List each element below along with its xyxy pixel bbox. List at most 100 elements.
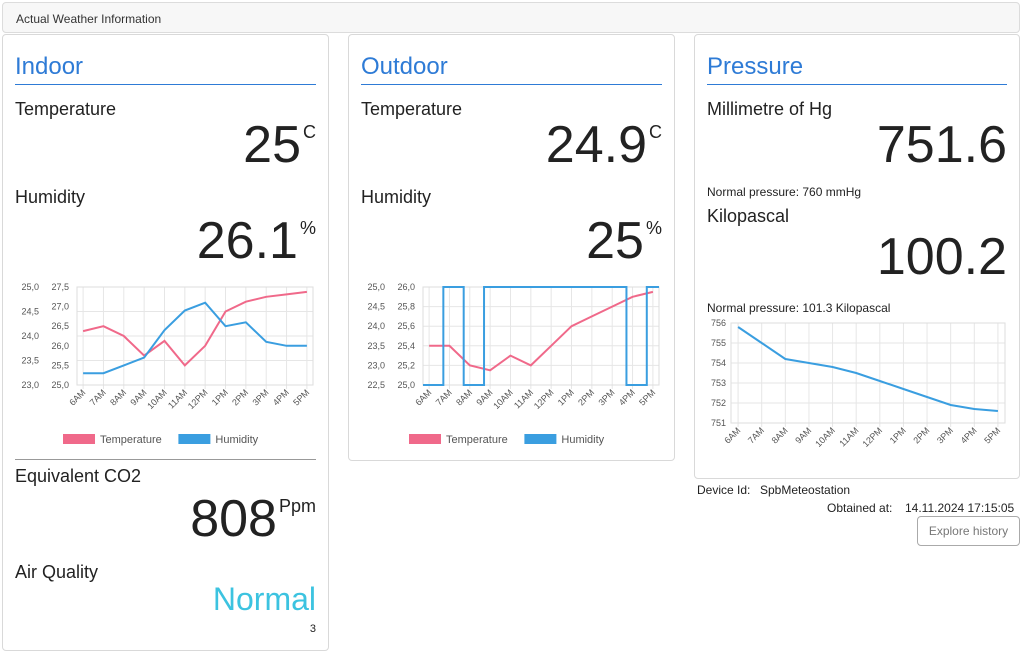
kpa-value: 100.2 [876,228,1007,286]
x-tick-label: 2PM [576,387,596,407]
x-tick-label: 2PM [230,387,250,407]
x-tick-label: 6AM [722,425,742,445]
air-quality-value: Normal [212,581,316,617]
y-left-tick-label: 755 [711,338,726,348]
series-line-humidity [423,286,659,386]
x-tick-label: 5PM [291,387,311,407]
kpa-label: Kilopascal [707,206,790,226]
x-tick-label: 5PM [982,425,1002,445]
y-right-tick-label: 26,0 [397,282,415,292]
x-tick-label: 2PM [911,425,931,445]
outdoor-temperature-label: Temperature [361,99,463,119]
x-tick-label: 7AM [434,387,454,407]
legend-swatch [409,434,441,444]
y-right-tick-label: 26,5 [51,321,69,331]
series-line-humidity [83,301,307,375]
x-tick-label: 1PM [888,425,908,445]
air-quality-index: 3 [309,623,316,635]
outdoor-humidity-value: 25% [586,212,662,270]
outdoor-title: Outdoor [361,53,448,80]
x-tick-label: 8AM [770,425,790,445]
x-tick-label: 12PM [861,425,885,449]
y-right-tick-label: 25,0 [397,380,415,390]
obtained-at-label: Obtained at: [827,501,893,515]
x-tick-label: 8AM [108,387,128,407]
pressure-card: Pressure Millimetre of Hg 751.6 Normal p… [694,34,1020,479]
x-tick-label: 11AM [166,387,189,410]
y-left-tick-label: 752 [711,398,726,408]
legend-swatch [524,434,557,444]
legend-label: Temperature [100,434,162,446]
indoor-temperature-label: Temperature [15,99,117,119]
x-tick-label: 3PM [250,387,270,407]
y-right-tick-label: 25,6 [397,321,415,331]
mmhg-normal-note: Normal pressure: 760 mmHg [707,185,862,199]
x-tick-label: 12PM [532,387,556,411]
y-right-tick-label: 25,2 [397,360,415,370]
y-left-tick-label: 24,5 [21,307,39,317]
mmhg-label: Millimetre of Hg [707,99,833,119]
y-right-tick-label: 25,0 [51,380,69,390]
indoor-title: Indoor [15,53,84,80]
y-right-tick-label: 25,5 [51,360,69,370]
x-tick-label: 10AM [145,387,169,411]
x-tick-label: 1PM [210,387,230,407]
y-left-tick-label: 25,0 [367,282,385,292]
legend-label: Temperature [446,434,508,446]
y-left-tick-label: 23,5 [21,356,39,366]
y-left-tick-label: 23,0 [21,380,39,390]
x-tick-label: 6AM [413,387,433,407]
y-left-tick-label: 753 [711,378,726,388]
x-tick-label: 10AM [491,387,515,411]
x-tick-label: 8AM [454,387,474,407]
device-id-value: SpbMeteostation [760,483,851,497]
y-right-tick-label: 27,5 [51,282,69,292]
explore-history-button[interactable]: Explore history [917,516,1020,546]
outdoor-title-divider [361,84,662,85]
x-tick-label: 4PM [617,387,637,407]
indoor-chart: 23,0 23,5 24,0 24,5 25,0 25,0 25,5 26,0 26,5 27,0… [21,282,314,446]
page-title: Actual Weather Information [16,12,162,26]
y-left-tick-label: 22,5 [367,380,385,390]
series-line-temperature [82,290,308,367]
pressure-title-divider [707,84,1007,85]
co2-label: Equivalent CO2 [15,466,142,486]
x-tick-label: 7AM [746,425,766,445]
plot-area [76,286,314,386]
outdoor-humidity-label: Humidity [361,187,432,207]
y-left-tick-label: 25,0 [21,282,39,292]
x-tick-label: 10AM [813,425,837,449]
x-tick-label: 4PM [959,425,979,445]
legend-swatch [178,434,211,444]
page-header: Actual Weather Information [2,2,1020,33]
indoor-humidity-value: 26.1% [196,212,316,270]
x-tick-label: 3PM [596,387,616,407]
kpa-normal-note: Normal pressure: 101.3 Kilopascal [707,301,891,315]
outdoor-chart: 22,5 23,0 23,5 24,0 24,5 25,0 25,0 25,2 25,4 25,6… [367,282,660,446]
indoor-card: Indoor Temperature 25 C Humidity 26.1% 23… [2,34,329,651]
x-tick-label: 7AM [88,387,108,407]
indoor-title-divider [15,84,316,85]
x-tick-label: 12PM [186,387,210,411]
legend-swatch [63,434,95,444]
outdoor-temperature-value: 24.9 C [545,116,662,174]
mmhg-value: 751.6 [876,116,1007,174]
y-left-tick-label: 751 [711,418,726,428]
air-quality-label: Air Quality [15,562,99,582]
pressure-title: Pressure [707,53,804,80]
y-right-tick-label: 25,8 [397,302,415,312]
indoor-co2-divider [15,459,316,460]
indoor-humidity-label: Humidity [15,187,86,207]
x-tick-label: 11AM [837,425,860,448]
legend-label: Humidity [215,434,258,446]
device-id-label: Device Id: [697,483,751,497]
x-tick-label: 5PM [637,387,657,407]
x-tick-label: 9AM [793,425,813,445]
series-line-pressure [737,326,998,412]
x-tick-label: 3PM [935,425,955,445]
y-left-tick-label: 754 [711,358,726,368]
x-tick-label: 1PM [556,387,576,407]
obtained-at-value: 14.11.2024 17:15:05 [905,501,1015,515]
outdoor-card: Outdoor Temperature 24.9 C Humidity 25% 2… [348,34,675,461]
y-right-tick-label: 27,0 [51,302,69,312]
